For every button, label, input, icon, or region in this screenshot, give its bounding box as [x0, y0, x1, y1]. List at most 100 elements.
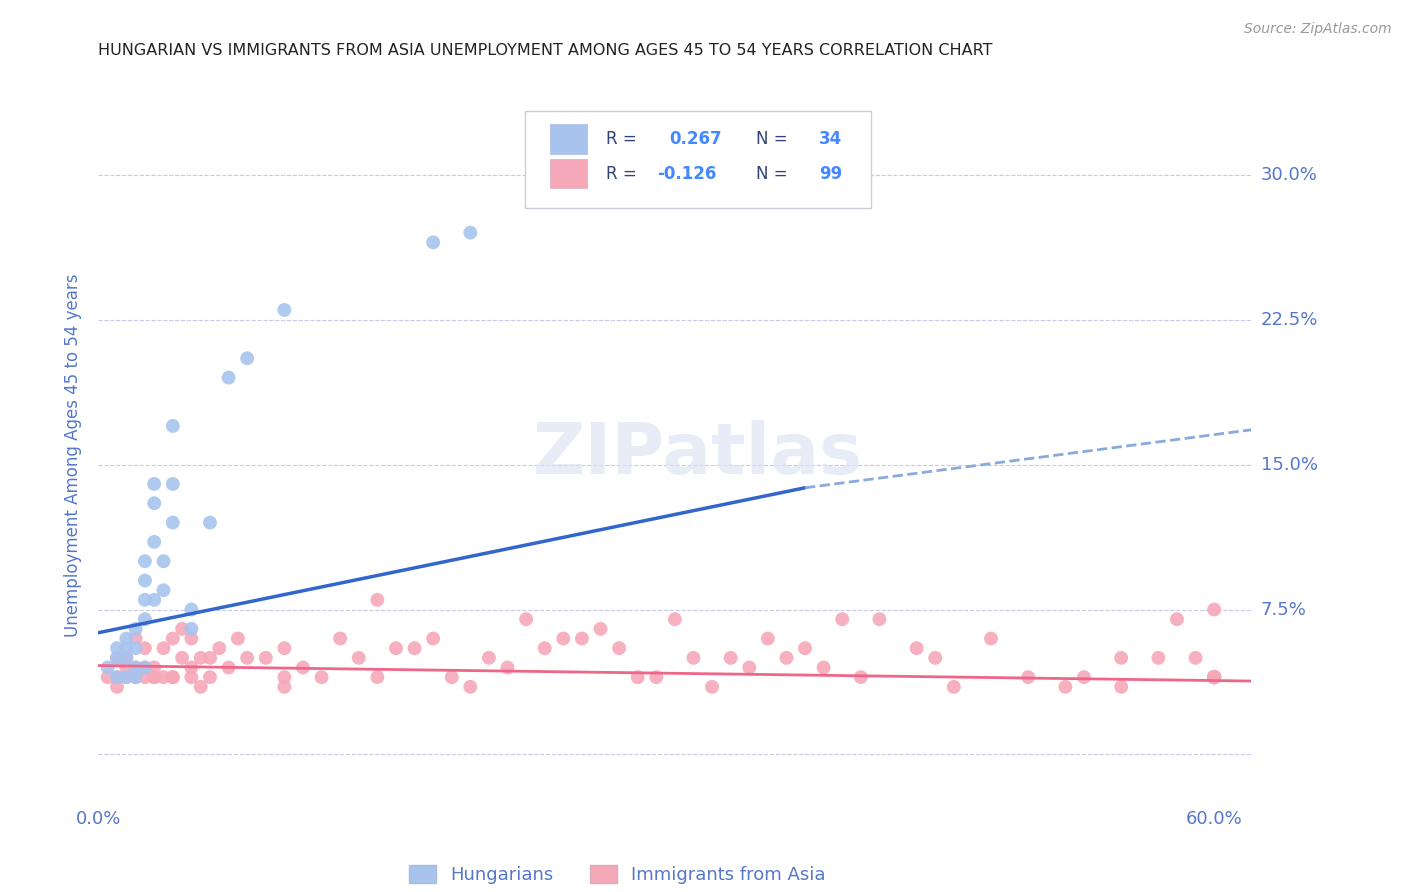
Text: Source: ZipAtlas.com: Source: ZipAtlas.com [1244, 22, 1392, 37]
Text: R =: R = [606, 130, 641, 148]
Point [124, 660, 146, 674]
Point [1204, 670, 1226, 684]
Point [152, 554, 174, 568]
Point [190, 651, 212, 665]
Point [422, 235, 444, 250]
Point [172, 651, 194, 665]
Point [1204, 670, 1226, 684]
Point [1204, 670, 1226, 684]
Point [134, 574, 156, 588]
Point [134, 592, 156, 607]
Point [115, 651, 138, 665]
Point [105, 651, 128, 665]
Point [143, 496, 166, 510]
Point [1204, 670, 1226, 684]
Point [794, 641, 817, 656]
Point [218, 370, 240, 384]
Point [905, 641, 928, 656]
Point [180, 660, 202, 674]
Point [236, 351, 259, 366]
Point [1204, 670, 1226, 684]
Point [190, 680, 212, 694]
Text: 99: 99 [818, 165, 842, 183]
Point [105, 641, 128, 656]
Point [1204, 670, 1226, 684]
Point [440, 670, 463, 684]
Text: N =: N = [755, 165, 793, 183]
Point [124, 660, 146, 674]
Point [1204, 602, 1226, 616]
Point [291, 660, 314, 674]
Point [162, 516, 184, 530]
Point [329, 632, 352, 646]
Point [134, 660, 156, 674]
Point [134, 641, 156, 656]
Point [311, 670, 333, 684]
Point [496, 660, 519, 674]
Point [105, 680, 128, 694]
Point [124, 632, 146, 646]
Point [134, 612, 156, 626]
Text: HUNGARIAN VS IMMIGRANTS FROM ASIA UNEMPLOYMENT AMONG AGES 45 TO 54 YEARS CORRELA: HUNGARIAN VS IMMIGRANTS FROM ASIA UNEMPL… [98, 43, 993, 58]
FancyBboxPatch shape [550, 124, 588, 153]
FancyBboxPatch shape [550, 159, 588, 188]
Point [1204, 670, 1226, 684]
Point [143, 670, 166, 684]
Text: 22.5%: 22.5% [1261, 310, 1317, 328]
Point [831, 612, 853, 626]
Point [700, 680, 723, 694]
Point [664, 612, 686, 626]
Point [134, 554, 156, 568]
Text: 30.0%: 30.0% [1261, 166, 1317, 184]
Point [460, 680, 482, 694]
Point [162, 632, 184, 646]
Point [1184, 651, 1206, 665]
Point [645, 670, 668, 684]
Point [1054, 680, 1077, 694]
Point [115, 660, 138, 674]
Point [404, 641, 426, 656]
Point [942, 680, 965, 694]
Point [124, 670, 146, 684]
Point [180, 670, 202, 684]
Point [208, 641, 231, 656]
Legend: Hungarians, Immigrants from Asia: Hungarians, Immigrants from Asia [409, 865, 825, 884]
Point [180, 622, 202, 636]
Y-axis label: Unemployment Among Ages 45 to 54 years: Unemployment Among Ages 45 to 54 years [65, 273, 83, 637]
Point [627, 670, 650, 684]
Point [607, 641, 630, 656]
Point [589, 622, 612, 636]
Point [143, 660, 166, 674]
Point [273, 680, 295, 694]
Point [97, 670, 120, 684]
Point [1204, 670, 1226, 684]
Point [1204, 670, 1226, 684]
Point [1166, 612, 1188, 626]
Point [553, 632, 575, 646]
Point [105, 651, 128, 665]
Text: 15.0%: 15.0% [1261, 456, 1317, 474]
Text: 0.267: 0.267 [669, 130, 721, 148]
Point [97, 660, 120, 674]
Point [115, 670, 138, 684]
Point [105, 670, 128, 684]
Point [1204, 670, 1226, 684]
Point [143, 670, 166, 684]
Point [124, 641, 146, 656]
Point [1204, 670, 1226, 684]
Point [172, 622, 194, 636]
Point [849, 670, 872, 684]
Point [682, 651, 704, 665]
Point [162, 670, 184, 684]
Point [422, 632, 444, 646]
FancyBboxPatch shape [524, 111, 870, 208]
Point [180, 602, 202, 616]
Text: 34: 34 [818, 130, 842, 148]
Point [198, 516, 221, 530]
Point [347, 651, 370, 665]
Point [460, 226, 482, 240]
Point [1147, 651, 1170, 665]
Point [756, 632, 779, 646]
Point [738, 660, 761, 674]
Text: -0.126: -0.126 [658, 165, 717, 183]
